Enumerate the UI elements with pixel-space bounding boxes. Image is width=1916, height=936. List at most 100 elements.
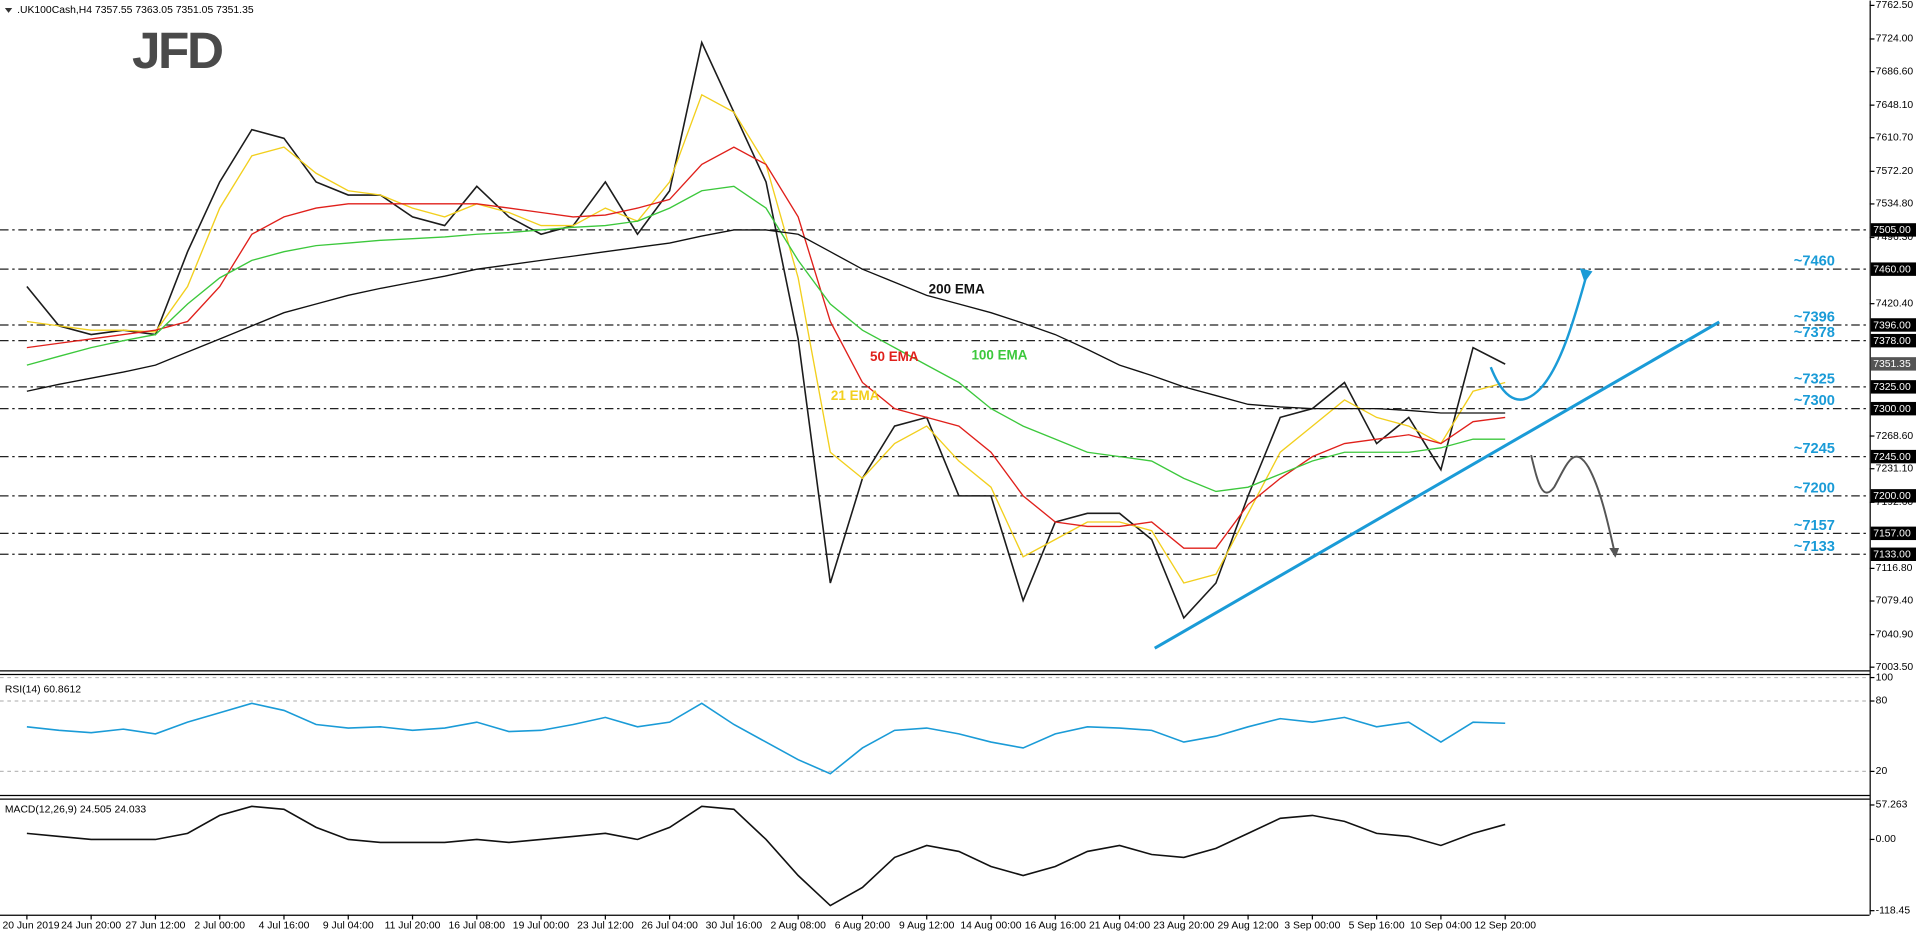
logo: JFD bbox=[132, 22, 222, 79]
level-price-box bbox=[1870, 318, 1916, 332]
level-price-box bbox=[1870, 223, 1916, 237]
last-price-box bbox=[1870, 357, 1916, 371]
level-label: ~7300 bbox=[1794, 393, 1835, 409]
x-tick-label: 23 Aug 20:00 bbox=[1153, 920, 1214, 931]
y-tick-label: 7116.80 bbox=[1876, 563, 1913, 574]
level-price-label: 7133.00 bbox=[1873, 550, 1911, 561]
series-line bbox=[26, 185, 1506, 493]
x-tick-label: 2 Aug 08:00 bbox=[770, 920, 826, 931]
x-tick-label: 3 Sep 00:00 bbox=[1284, 920, 1340, 931]
bearish-arrow bbox=[1530, 454, 1616, 551]
arrow-head bbox=[1609, 548, 1620, 558]
drawings bbox=[1153, 268, 1721, 650]
x-tick-label: 26 Jul 04:00 bbox=[641, 920, 698, 931]
level-price-box bbox=[1870, 547, 1916, 561]
level-price-box bbox=[1870, 489, 1916, 503]
series-line bbox=[26, 702, 1506, 775]
y-tick-label: 57.263 bbox=[1876, 800, 1908, 811]
level-price-box bbox=[1870, 333, 1916, 348]
series-name: 200 EMA bbox=[929, 282, 985, 297]
collapse-icon bbox=[4, 7, 13, 13]
y-tick-label: 7231.10 bbox=[1876, 463, 1914, 474]
x-tick-label: 4 Jul 16:00 bbox=[259, 920, 310, 931]
series-name: 50 EMA bbox=[870, 349, 919, 364]
level-price-box bbox=[1870, 526, 1916, 541]
level-label: ~7378 bbox=[1794, 325, 1835, 341]
x-tick-label: 11 Jul 20:00 bbox=[385, 920, 441, 931]
y-tick-label: 7686.60 bbox=[1876, 66, 1914, 77]
y-tick-label: 7610.70 bbox=[1876, 132, 1914, 143]
y-tick-label: 7724.00 bbox=[1876, 34, 1914, 45]
x-tick-label: 9 Jul 04:00 bbox=[323, 920, 374, 931]
level-price-label: 7157.00 bbox=[1873, 529, 1911, 540]
series-name: 100 EMA bbox=[971, 348, 1027, 363]
trend-line bbox=[1153, 320, 1721, 650]
x-tick-label: 27 Jun 12:00 bbox=[125, 920, 185, 931]
series-line bbox=[26, 40, 1506, 620]
y-tick-label: -118.45 bbox=[1876, 905, 1911, 916]
series-line bbox=[26, 229, 1506, 414]
level-label: ~7200 bbox=[1794, 480, 1835, 496]
level-price-box bbox=[1870, 401, 1916, 416]
level-price-label: 7300.00 bbox=[1873, 404, 1911, 415]
x-tick-label: 9 Aug 12:00 bbox=[899, 920, 955, 931]
level-price-label: 7200.00 bbox=[1873, 491, 1911, 502]
level-price-label: 7378.00 bbox=[1873, 336, 1911, 347]
series-name: 21 EMA bbox=[831, 388, 880, 403]
x-tick-label: 16 Aug 16:00 bbox=[1025, 920, 1086, 931]
level-price-label: 7505.00 bbox=[1873, 225, 1911, 236]
y-tick-label: 7268.60 bbox=[1876, 431, 1914, 442]
level-price-box bbox=[1870, 262, 1916, 276]
series-line bbox=[26, 146, 1506, 549]
level-price-label: 7396.00 bbox=[1873, 320, 1911, 331]
x-tick-label: 19 Jul 00:00 bbox=[513, 920, 570, 931]
x-tick-label: 14 Aug 00:00 bbox=[960, 920, 1021, 931]
x-tick-label: 24 Jun 20:00 bbox=[61, 920, 121, 931]
y-tick-label: 7079.40 bbox=[1876, 596, 1914, 607]
y-tick-label: 100 bbox=[1876, 672, 1894, 683]
panel-title: .UK100Cash,H4 7357.55 7363.05 7351.05 73… bbox=[17, 5, 254, 16]
x-tick-label: 30 Jul 16:00 bbox=[706, 920, 763, 931]
frame bbox=[0, 0, 1871, 916]
y-tick-label: 7648.10 bbox=[1876, 100, 1914, 111]
x-tick-label: 6 Aug 20:00 bbox=[835, 920, 891, 931]
y-tick-label: 7496.30 bbox=[1876, 232, 1914, 243]
level-label: ~7157 bbox=[1794, 518, 1835, 534]
x-tick-label: 29 Aug 12:00 bbox=[1218, 920, 1279, 931]
panel-title: RSI(14) 60.8612 bbox=[5, 685, 81, 696]
y-tick-label: 7003.50 bbox=[1876, 662, 1914, 673]
x-tick-label: 2 Jul 00:00 bbox=[194, 920, 245, 931]
last-price-label: 7351.35 bbox=[1873, 359, 1911, 370]
series-line bbox=[26, 805, 1506, 907]
level-price-box bbox=[1870, 449, 1916, 464]
level-label: ~7133 bbox=[1794, 539, 1835, 555]
level-price-label: 7325.00 bbox=[1873, 382, 1911, 393]
y-tick-label: 80 bbox=[1876, 696, 1888, 707]
level-label: ~7396 bbox=[1794, 310, 1835, 326]
x-tick-label: 23 Jul 12:00 bbox=[577, 920, 634, 931]
x-tick-label: 21 Aug 04:00 bbox=[1089, 920, 1150, 931]
x-tick-label: 5 Sep 16:00 bbox=[1349, 920, 1405, 931]
level-label: ~7460 bbox=[1794, 254, 1835, 270]
x-tick-label: 20 Jun 2019 bbox=[2, 920, 59, 931]
panel-title: MACD(12,26,9) 24.505 24.033 bbox=[5, 804, 147, 815]
bullish-arrow bbox=[1489, 276, 1588, 401]
y-tick-label: 7572.20 bbox=[1876, 166, 1914, 177]
arrow-head bbox=[1579, 268, 1593, 283]
y-tick-label: 7534.80 bbox=[1876, 199, 1914, 210]
y-tick-label: 20 bbox=[1876, 766, 1888, 777]
level-price-box bbox=[1870, 380, 1916, 394]
y-tick-label: 7762.50 bbox=[1876, 0, 1914, 11]
level-label: ~7325 bbox=[1794, 371, 1835, 387]
x-tick-label: 16 Jul 08:00 bbox=[449, 920, 506, 931]
y-tick-label: 7420.40 bbox=[1876, 298, 1914, 309]
y-tick-label: 7040.90 bbox=[1876, 629, 1914, 640]
y-tick-label: 0.00 bbox=[1876, 834, 1896, 845]
level-label: ~7245 bbox=[1794, 441, 1835, 457]
x-tick-label: 10 Sep 04:00 bbox=[1410, 920, 1472, 931]
x-tick-label: 12 Sep 20:00 bbox=[1474, 920, 1536, 931]
level-price-label: 7460.00 bbox=[1873, 265, 1911, 276]
level-price-label: 7245.00 bbox=[1873, 452, 1911, 463]
